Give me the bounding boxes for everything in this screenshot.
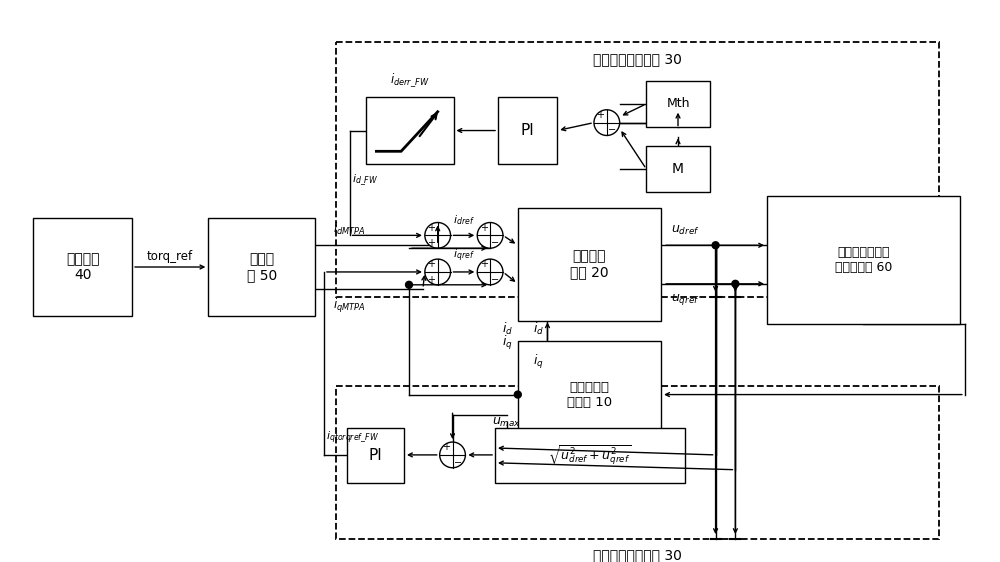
Text: PI: PI [369, 448, 382, 463]
Text: +: + [427, 275, 435, 285]
Bar [518, 341, 661, 448]
Text: $i_d$: $i_d$ [533, 321, 544, 337]
Bar [336, 386, 939, 539]
Text: $i_q$: $i_q$ [533, 353, 543, 371]
Circle shape [406, 282, 412, 288]
Text: torq_ref: torq_ref [147, 250, 193, 262]
Circle shape [440, 442, 465, 468]
Circle shape [712, 242, 719, 249]
Text: +: + [480, 223, 488, 233]
Text: $i_d$: $i_d$ [502, 321, 513, 337]
Bar [366, 97, 454, 164]
Bar [495, 428, 685, 483]
Circle shape [425, 259, 451, 285]
Text: $i_{qMTPA}$: $i_{qMTPA}$ [333, 297, 366, 315]
Text: $i_{d\_FW}$: $i_{d\_FW}$ [352, 172, 378, 188]
Text: 电压空间矢量调
制控制模块 60: 电压空间矢量调 制控制模块 60 [835, 246, 892, 274]
Bar [208, 217, 315, 316]
Circle shape [477, 223, 503, 248]
Text: $i_{dMTPA}$: $i_{dMTPA}$ [333, 221, 366, 237]
Text: −: − [491, 238, 499, 248]
Text: $i_{derr\_FW}$: $i_{derr\_FW}$ [390, 71, 430, 89]
Circle shape [594, 110, 620, 135]
Text: $i_{qref}$: $i_{qref}$ [453, 248, 474, 264]
Bar [646, 81, 710, 126]
Text: 矢量控制
模块 20: 矢量控制 模块 20 [570, 250, 609, 280]
Text: $\sqrt{u^2_{dref}+u^2_{qref}}$: $\sqrt{u^2_{dref}+u^2_{qref}}$ [548, 443, 632, 467]
Bar [646, 146, 710, 192]
Text: +: + [427, 238, 435, 248]
Text: +: + [480, 259, 488, 269]
Text: −: − [454, 457, 462, 468]
Bar [498, 97, 557, 164]
Text: −: − [608, 125, 616, 135]
Bar [347, 428, 404, 483]
Bar [518, 208, 661, 321]
Text: $u_{qref}$: $u_{qref}$ [671, 292, 700, 307]
Text: −: − [491, 275, 499, 285]
Text: 永磁同步电
机模块 10: 永磁同步电 机模块 10 [567, 380, 612, 409]
Text: M: M [672, 162, 684, 176]
Text: +: + [442, 442, 450, 452]
Text: +: + [427, 223, 435, 233]
Circle shape [514, 391, 521, 398]
Circle shape [477, 259, 503, 285]
Text: Mth: Mth [666, 97, 690, 110]
Text: 查找模
块 50: 查找模 块 50 [247, 252, 277, 282]
Bar [336, 42, 939, 297]
Circle shape [425, 223, 451, 248]
Text: 弱磁控制调节模块 30: 弱磁控制调节模块 30 [593, 52, 682, 66]
Text: +: + [596, 110, 604, 120]
Text: $u_{dref}$: $u_{dref}$ [671, 224, 700, 237]
Text: PI: PI [521, 123, 535, 138]
Text: $i_{dref}$: $i_{dref}$ [453, 214, 474, 228]
Text: 弱磁控制调节模块 30: 弱磁控制调节模块 30 [593, 548, 682, 562]
Text: +: + [427, 259, 435, 269]
Text: $i_{qtorqref\_FW}$: $i_{qtorqref\_FW}$ [326, 429, 379, 445]
Circle shape [732, 280, 739, 287]
Text: $i_q$: $i_q$ [502, 334, 513, 352]
Text: 扭矩模块
40: 扭矩模块 40 [66, 252, 99, 282]
Text: $u_{max}$: $u_{max}$ [492, 416, 521, 429]
Bar [767, 196, 960, 324]
Bar [33, 217, 132, 316]
